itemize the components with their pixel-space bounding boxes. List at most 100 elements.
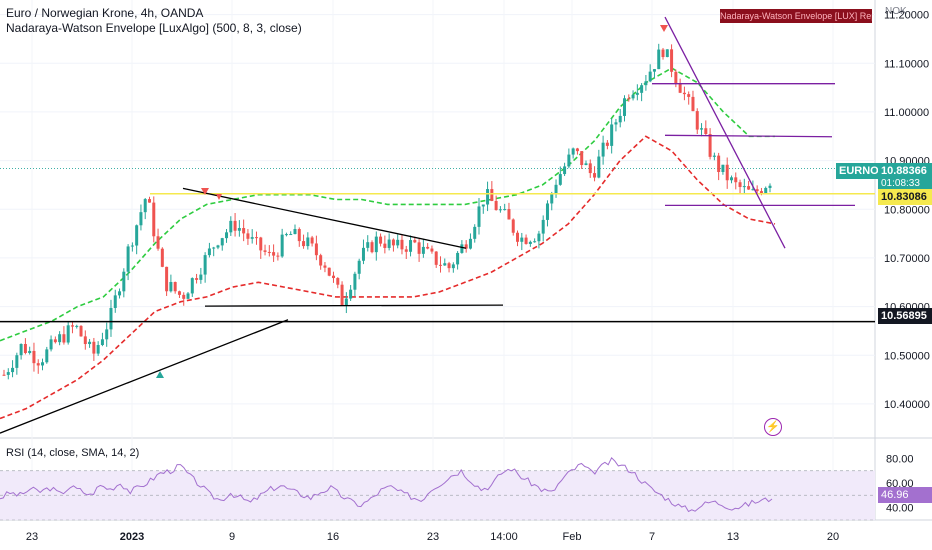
time-tick-label: 9 [229, 531, 235, 543]
indicator-label[interactable]: Nadaraya-Watson Envelope [LuxAlgo] (500,… [6, 21, 302, 35]
candle-body [490, 189, 494, 201]
price-tick-label: 10.70000 [884, 253, 930, 265]
candle-body [755, 189, 759, 192]
candle-body [421, 246, 425, 254]
candle-body [310, 237, 314, 244]
candle-body [751, 189, 755, 191]
rsi-line [0, 456, 773, 513]
candle-body [344, 298, 348, 306]
candle-body [289, 234, 293, 236]
candle-body [674, 71, 678, 83]
candle-body [23, 343, 27, 353]
candle-body [58, 334, 62, 343]
candle-body [610, 124, 614, 146]
candle-body [417, 242, 421, 254]
symbol-tag: EURNOK [836, 163, 887, 179]
candle-body [593, 173, 597, 178]
candle-body [237, 228, 241, 231]
candle-body [19, 343, 23, 356]
descending-trendline [182, 187, 467, 249]
candle-body [468, 238, 472, 249]
price-tick-label: 11.10000 [884, 58, 929, 70]
bar-timer-tag: 01:08:33 [878, 176, 932, 192]
candle-body [284, 234, 288, 236]
support-line [204, 304, 504, 307]
candle-body [541, 219, 545, 234]
candle-body [486, 189, 490, 205]
candle-body [537, 233, 541, 242]
flash-icon[interactable]: ⚡ [764, 418, 782, 436]
candle-body [563, 166, 567, 175]
candle-body [169, 282, 173, 292]
candle-body [49, 339, 53, 350]
candle-body [729, 177, 733, 181]
candle-body [62, 334, 66, 343]
candle-body [75, 325, 79, 327]
candle-body [456, 252, 460, 265]
candle-body [601, 142, 605, 157]
candle-body [708, 134, 712, 157]
candle-body [229, 220, 233, 233]
candle-body [635, 92, 639, 95]
candle-body [122, 271, 126, 292]
candle-body [156, 236, 160, 249]
candle-body [353, 273, 357, 290]
candle-body [220, 238, 224, 246]
sell-signal-marker [660, 25, 668, 32]
candle-body [545, 203, 549, 220]
candle-body [374, 236, 378, 253]
candle-body [409, 240, 413, 252]
candle-body [254, 237, 258, 239]
candle-body [443, 263, 447, 266]
candle-body [627, 98, 631, 100]
candle-body [276, 255, 280, 257]
candle-body [332, 275, 336, 279]
candle-body [361, 247, 365, 261]
candle-body [503, 209, 507, 211]
candle-body [631, 94, 635, 99]
candle-body [66, 325, 70, 343]
candle-body [700, 128, 704, 130]
candle-body [644, 81, 648, 86]
candle-body [691, 96, 695, 112]
candle-body [511, 219, 515, 233]
time-tick-label: 13 [727, 531, 739, 543]
candle-body [259, 237, 263, 251]
candle-body [498, 209, 502, 211]
candle-body [524, 237, 528, 244]
candle-body [88, 341, 92, 345]
candle-body [528, 241, 532, 244]
candle-body [323, 265, 327, 268]
candle-body [336, 278, 340, 285]
candle-body [426, 246, 430, 249]
candle-body [314, 243, 318, 256]
candle-body [477, 206, 481, 227]
candle-body [293, 229, 297, 235]
candle-body [263, 250, 267, 252]
candle-body [130, 245, 134, 247]
price-tick-label: 11.00000 [884, 107, 929, 119]
candle-body [212, 247, 216, 249]
candle-body [340, 284, 344, 306]
candle-body [481, 204, 485, 207]
candle-body [225, 232, 229, 239]
candle-body [764, 187, 768, 194]
candle-body [725, 164, 729, 181]
candle-body [434, 251, 438, 265]
candle-body [580, 151, 584, 166]
candle-body [139, 212, 143, 226]
time-tick-label: 14:00 [490, 531, 518, 543]
candle-body [451, 264, 455, 269]
candle-body [11, 367, 15, 373]
candle-body [83, 336, 87, 345]
candle-body [160, 248, 164, 267]
rsi-title[interactable]: RSI (14, close, SMA, 14, 2) [6, 447, 140, 459]
rsi-tick-label: 80.00 [886, 453, 914, 465]
candle-body [507, 209, 511, 220]
candle-body [447, 263, 451, 269]
candle-body [473, 226, 477, 239]
candle-body [464, 244, 468, 249]
price-tick-label: 11.20000 [884, 10, 929, 22]
price-tick-label: 10.80000 [884, 204, 930, 216]
